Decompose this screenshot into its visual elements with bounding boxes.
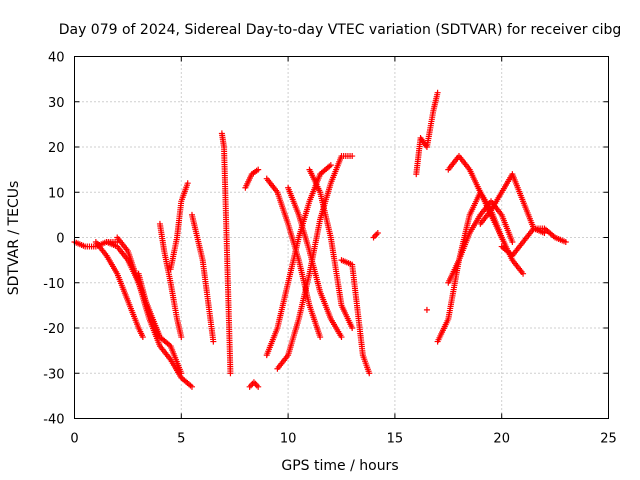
y-tick-label: 10 [48, 186, 65, 201]
data-point [562, 239, 569, 246]
y-tick-label: 30 [48, 96, 65, 111]
y-tick-label: 0 [56, 232, 64, 247]
series-arc20 [423, 306, 430, 313]
series-arc14 [263, 175, 324, 341]
y-tick-label: -20 [43, 322, 64, 337]
x-tick-label: 10 [280, 432, 297, 447]
x-tick-label: 15 [387, 432, 404, 447]
y-tick-label: -10 [43, 277, 64, 292]
series-arc08 [188, 211, 217, 345]
data-point [184, 180, 191, 187]
axis-ticks: 0 5 10 15 20 25 -40 -30 -20 -10 0 10 20 30 40 [43, 51, 617, 447]
grid-lines [74, 56, 609, 419]
series-arc13 [274, 153, 356, 372]
chart-title: Day 079 of 2024, Sidereal Day-to-day VTE… [59, 22, 622, 38]
series-arc24 [477, 171, 548, 236]
y-tick-label: 20 [48, 141, 65, 156]
data-point [374, 229, 381, 236]
series-arc11 [242, 166, 262, 191]
data-point [349, 325, 356, 331]
x-tick-label: 0 [70, 432, 78, 447]
data-point [255, 166, 262, 173]
data-point [317, 334, 324, 341]
y-tick-label: -30 [43, 367, 64, 382]
data-point [255, 383, 262, 390]
data-point [327, 162, 334, 169]
series-arc05 [135, 270, 185, 377]
data-point [423, 306, 430, 313]
y-tick-label: -40 [43, 413, 64, 428]
data-point [188, 383, 195, 390]
series-arc06 [156, 220, 185, 341]
series-arc02 [92, 239, 146, 341]
data-point [178, 370, 185, 377]
data-points [71, 89, 569, 390]
data-point [178, 334, 185, 341]
data-point [227, 370, 234, 377]
series-arc25 [498, 225, 569, 259]
series-arc10 [246, 379, 262, 390]
x-tick-label: 25 [600, 432, 617, 447]
x-tick-label: 20 [493, 432, 510, 447]
series-arc18 [370, 229, 381, 241]
data-point [349, 153, 356, 160]
data-point [139, 334, 146, 341]
data-point [509, 239, 516, 246]
series-arc09 [218, 130, 234, 377]
data-point [434, 89, 441, 96]
data-point [338, 334, 345, 341]
series-arc07 [167, 180, 191, 273]
y-axis-label: SDTVAR / TECUs [6, 181, 22, 296]
x-tick-label: 5 [177, 432, 185, 447]
series-arc21 [434, 189, 505, 345]
plot-frame [74, 56, 609, 419]
data-point [520, 270, 527, 277]
series-arc15 [285, 184, 345, 341]
x-axis-label: GPS time / hours [281, 458, 398, 474]
series-arc17 [338, 257, 373, 377]
y-tick-label: 40 [48, 51, 65, 66]
data-point [366, 370, 373, 377]
data-point [210, 338, 217, 345]
series-arc19 [413, 89, 441, 178]
series-arc16 [306, 166, 356, 331]
